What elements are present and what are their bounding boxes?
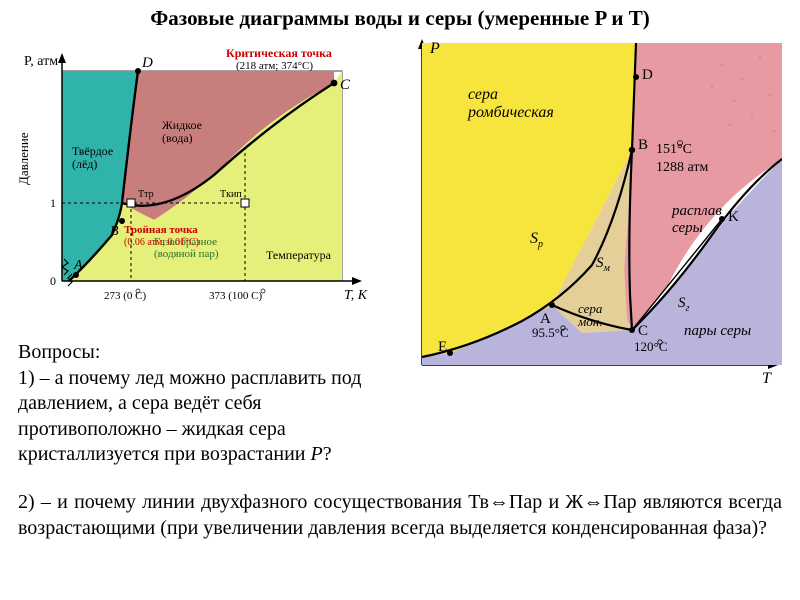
t955: 95.5°C (532, 325, 569, 340)
q-heading: Вопросы: (18, 340, 388, 366)
pressure-rot-label: Давление (16, 132, 31, 185)
pt-Tkip: Tкип (220, 189, 242, 200)
pt-Ttr: Tтр (138, 189, 154, 200)
tick-zero: 0 (50, 274, 56, 288)
triple-coords: (0.06 атм; 0.01°C) (124, 237, 199, 248)
page-title: Фазовые диаграммы воды и серы (умеренные… (0, 0, 800, 35)
spt-B: B (638, 137, 648, 153)
critical-label: Критическая точка (226, 46, 332, 60)
p1288: 1288 атм (656, 160, 708, 175)
spt-D: D (642, 67, 653, 83)
spt-K: K (728, 209, 739, 225)
tick-one: 1 (50, 196, 56, 210)
mono-label: серамон. (577, 301, 603, 329)
question-2: 2) – и почему линии двухфазного сосущест… (18, 490, 782, 541)
spt-C: C (638, 323, 648, 339)
sulfur-P-label: P (429, 40, 440, 57)
p-axis-label: P, атм (24, 54, 58, 69)
tick-373: 373 (100 C) (209, 290, 263, 302)
t151: 151°C (656, 142, 692, 157)
pt-C: C (340, 77, 351, 93)
question-1: 1) – а почему лед можно расплавить под д… (18, 366, 388, 468)
questions-block-1: Вопросы: 1) – а почему лед можно расплав… (18, 340, 388, 468)
gas-s-label: пары серы (684, 323, 751, 339)
sulfur-T-label: T (762, 370, 772, 387)
water-phase-diagram: P, атм T, K Давление Температура Твёрдое… (14, 35, 374, 325)
triple-label: Тройная точка (124, 224, 198, 236)
spt-E: E (438, 339, 447, 355)
pt-B: B (110, 224, 119, 239)
pt-A: A (73, 258, 83, 273)
temperature-label: Температура (266, 248, 332, 262)
critical-coords: (218 атм; 374°C) (236, 60, 313, 72)
pt-D: D (141, 55, 153, 71)
sulfur-phase-diagram: P T сераромбическая Sр расплавсеры Sм се… (382, 35, 782, 405)
t-axis-label: T, K (344, 288, 368, 303)
